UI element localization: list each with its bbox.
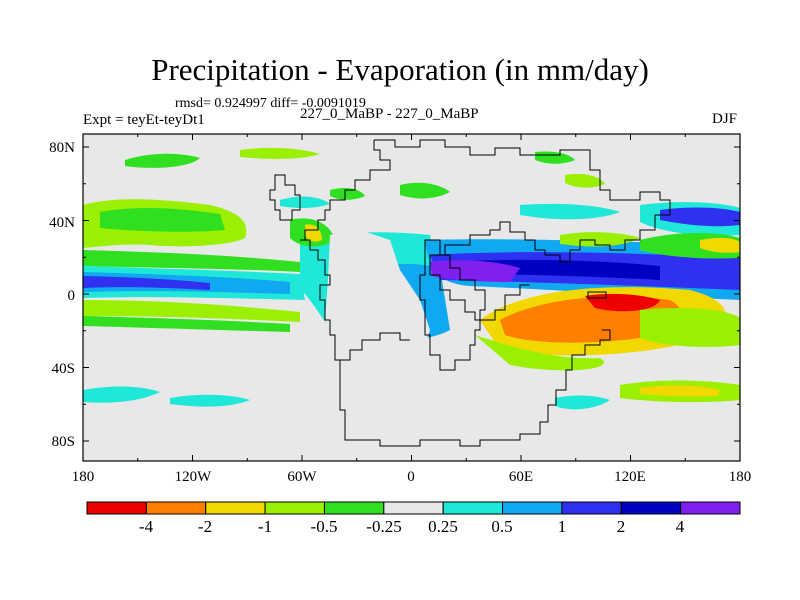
stats-label: rmsd= 0.924997 diff= -0.0091019 xyxy=(175,96,366,111)
lon-tick-label: 180 xyxy=(729,469,752,485)
colorbar xyxy=(86,501,741,515)
colorbar-swatch xyxy=(264,501,325,515)
colorbar-swatch xyxy=(620,501,682,515)
contour-fill xyxy=(83,316,290,332)
contour-fill xyxy=(330,188,365,200)
colorbar-swatch xyxy=(502,501,563,515)
lat-tick-label: 80S xyxy=(52,434,75,450)
colorbar-swatch xyxy=(442,501,504,515)
contour-field xyxy=(83,134,740,461)
contour-fill xyxy=(700,237,740,253)
lon-tick-label: 120E xyxy=(614,469,646,485)
season-label: DJF xyxy=(712,111,738,127)
experiment-label: Expt = teyEt-teyDt1 xyxy=(83,112,205,128)
contour-fill xyxy=(520,203,620,220)
contour-fill xyxy=(640,385,720,397)
axis-ticks xyxy=(82,134,741,461)
lat-tick-label: 0 xyxy=(68,288,76,304)
contour-fill xyxy=(83,250,300,272)
colorbar-swatch xyxy=(680,501,741,515)
colorbar-labels: -4 -2 -1 -0.5 -0.25 0.25 0.5 1 2 4 xyxy=(139,517,685,536)
colorbar-label: 0.25 xyxy=(428,517,458,536)
panel-center-label: 227_0_MaBP - 227_0_MaBP xyxy=(300,106,479,122)
colorbar-swatch xyxy=(323,501,385,515)
contour-fill xyxy=(565,174,605,188)
contour-fill xyxy=(125,153,200,168)
lon-tick-label: 180 xyxy=(72,469,95,485)
colorbar-label: -0.25 xyxy=(366,517,401,536)
plot-title: Precipitation - Evaporation (in mm/day) xyxy=(151,52,649,87)
lon-tick-label: 60E xyxy=(509,469,533,485)
lon-tick-label: 120W xyxy=(175,469,213,485)
lat-tick-label: 80N xyxy=(49,140,75,156)
contour-fill xyxy=(660,207,740,227)
colorbar-swatch xyxy=(561,501,622,515)
colorbar-label: -2 xyxy=(198,517,212,536)
colorbar-label: 1 xyxy=(558,517,567,536)
coastline xyxy=(269,139,671,447)
contour-fill xyxy=(430,260,520,282)
colorbar-swatch xyxy=(383,501,444,515)
colorbar-label: -1 xyxy=(258,517,272,536)
contour-fill xyxy=(83,300,300,322)
colorbar-swatch xyxy=(145,501,207,515)
colorbar-swatch xyxy=(86,501,147,515)
lat-tick-label: 40N xyxy=(49,215,75,231)
lon-tick-label: 0 xyxy=(407,469,415,485)
contour-fill xyxy=(400,182,450,199)
contour-fill xyxy=(640,307,740,348)
contour-fill xyxy=(240,147,320,159)
colorbar-label: 2 xyxy=(617,517,626,536)
contour-fill xyxy=(170,394,250,407)
colorbar-swatch xyxy=(205,501,266,515)
contour-fill xyxy=(83,276,210,290)
contour-fill xyxy=(280,196,330,208)
colorbar-label: -4 xyxy=(139,517,154,536)
colorbar-label: 0.5 xyxy=(491,517,512,536)
colorbar-label: 4 xyxy=(676,517,685,536)
colorbar-label: -0.5 xyxy=(311,517,338,536)
lat-tick-label: 40S xyxy=(52,361,75,377)
contour-fill xyxy=(555,395,610,410)
lon-tick-label: 60W xyxy=(287,469,317,485)
contour-fill xyxy=(100,207,225,232)
contour-fill xyxy=(83,386,160,403)
land-mass xyxy=(325,230,430,430)
